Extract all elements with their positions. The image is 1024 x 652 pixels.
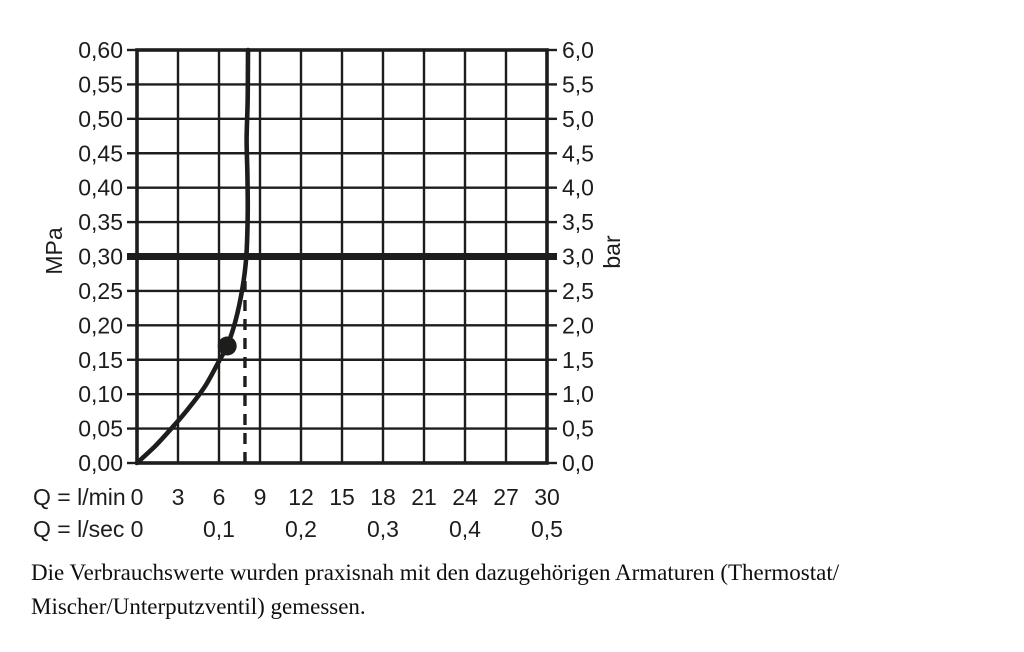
y-right-tick-label: 0,5	[562, 416, 594, 442]
x-lmin-tick-label: 21	[411, 484, 437, 510]
caption-line-1: Die Verbrauchswerte wurden praxisnah mit…	[31, 560, 840, 585]
x-axis-lmin-row-label: Q = l/min	[33, 484, 126, 510]
y-right-tick-label: 4,5	[562, 140, 594, 166]
x-lmin-tick-label: 0	[131, 484, 144, 510]
flow-pressure-chart: MPa bar Q = l/min Q = l/sec 0,60 6,0 0,55 5…	[33, 37, 625, 542]
flow-curve	[134, 47, 251, 466]
x-lmin-tick-label: 15	[329, 484, 355, 510]
y-right-tick-label: 2,5	[562, 278, 594, 304]
x-lsec-tick-label: 0,4	[449, 516, 481, 542]
y-left-tick-label: 0,00	[78, 450, 123, 476]
y-left-tick-label: 0,15	[78, 347, 123, 373]
y-right-tick-label: 5,5	[562, 71, 594, 97]
y-axis-left-unit-label: MPa	[41, 227, 67, 275]
y-right-tick-label: 0,0	[562, 450, 594, 476]
x-lmin-tick-label: 24	[452, 484, 478, 510]
y-right-tick-label: 1,0	[562, 381, 594, 407]
y-left-tick-label: 0,35	[78, 209, 123, 235]
y-right-tick-label: 2,0	[562, 312, 594, 338]
y-left-tick-label: 0,40	[78, 175, 123, 201]
y-left-tick-label: 0,05	[78, 416, 123, 442]
series-layer	[127, 47, 557, 466]
caption-line-2: Mischer/Unterputzventil) gemessen.	[31, 594, 366, 619]
x-lmin-tick-label: 9	[254, 484, 267, 510]
y-left-tick-label: 0,50	[78, 106, 123, 132]
x-lsec-tick-label: 0,3	[367, 516, 399, 542]
y-left-tick-label: 0,25	[78, 278, 123, 304]
x-lsec-tick-label: 0,5	[531, 516, 563, 542]
x-lsec-tick-label: 0,2	[285, 516, 317, 542]
y-right-tick-label: 4,0	[562, 175, 594, 201]
y-right-tick-label: 3,0	[562, 244, 594, 270]
y-right-tick-label: 6,0	[562, 37, 594, 63]
y-right-tick-label: 3,5	[562, 209, 594, 235]
y-left-tick-label: 0,10	[78, 381, 123, 407]
y-axis-right-unit-label: bar	[599, 235, 625, 269]
x-lsec-tick-label: 0,1	[203, 516, 235, 542]
x-axis-lsec-row-label: Q = l/sec	[33, 516, 124, 542]
x-lmin-tick-label: 3	[172, 484, 185, 510]
y-right-tick-label: 5,0	[562, 106, 594, 132]
x-lsec-tick-label: 0	[131, 516, 144, 542]
x-lmin-tick-label: 18	[370, 484, 396, 510]
y-left-tick-label: 0,45	[78, 140, 123, 166]
operating-point-dot	[217, 336, 237, 356]
x-lmin-tick-label: 6	[213, 484, 226, 510]
y-left-tick-label: 0,55	[78, 71, 123, 97]
x-lmin-tick-label: 27	[493, 484, 519, 510]
x-lmin-tick-label: 12	[288, 484, 314, 510]
y-left-tick-label: 0,20	[78, 312, 123, 338]
label-layer: MPa bar Q = l/min Q = l/sec 0,60 6,0 0,55 5…	[33, 37, 625, 542]
y-right-tick-label: 1,5	[562, 347, 594, 373]
x-lmin-tick-label: 30	[534, 484, 560, 510]
y-left-tick-label: 0,30	[78, 244, 123, 270]
y-left-tick-label: 0,60	[78, 37, 123, 63]
caption: Die Verbrauchswerte wurden praxisnah mit…	[31, 556, 1006, 624]
